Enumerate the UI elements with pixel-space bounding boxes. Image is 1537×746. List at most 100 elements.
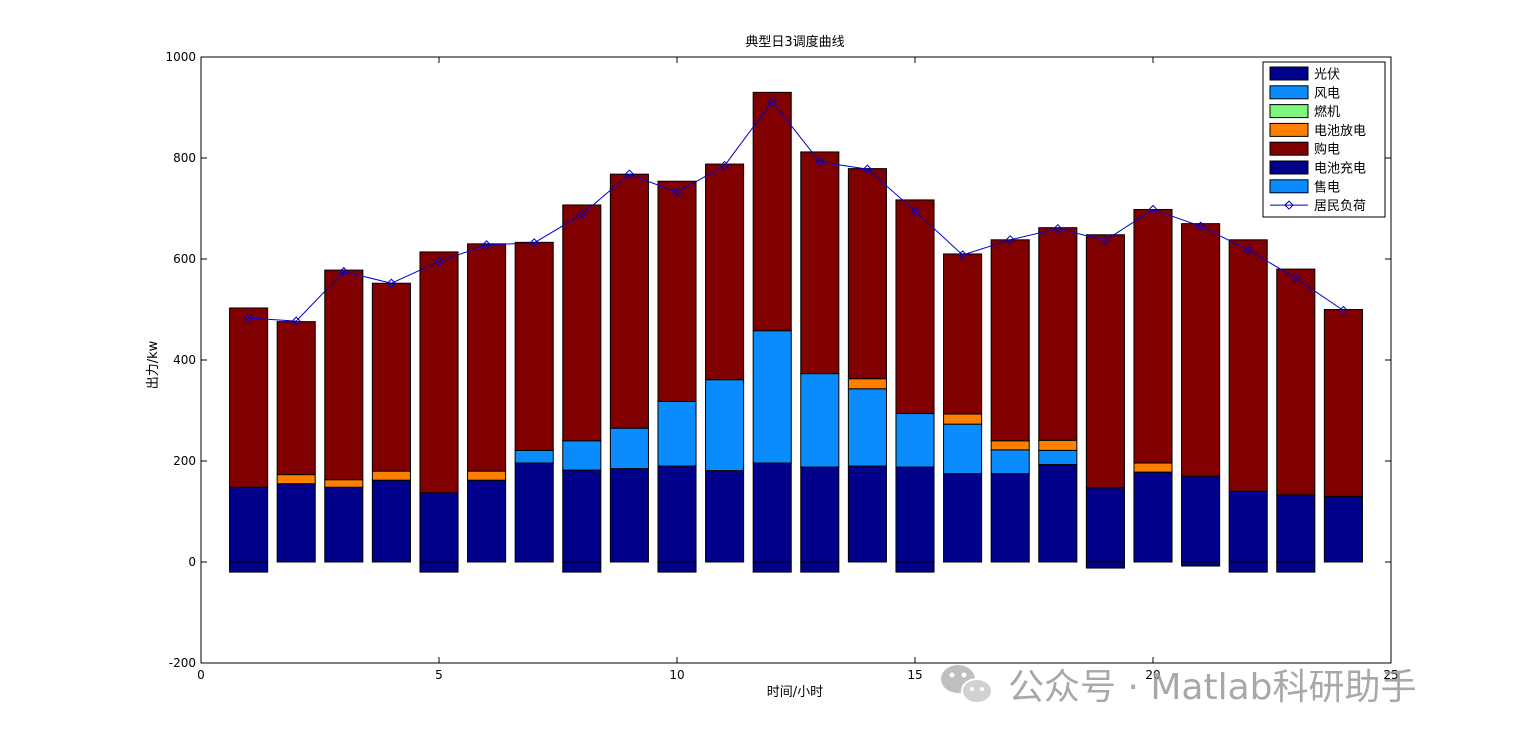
bar-segment-1-19: [1085, 487, 1125, 563]
load-point-18: [1053, 223, 1063, 234]
load-point-6: [481, 240, 492, 250]
bar-segment-4-17: [990, 440, 1030, 451]
legend-swatch-3: [1269, 104, 1309, 119]
bar-segment-2-13: [800, 373, 840, 468]
load-point-14: [862, 164, 873, 174]
x-tick-label-25: 25: [1383, 668, 1398, 682]
x-tick-label-10: 10: [669, 668, 684, 682]
y-tick-label-400: 400: [173, 353, 196, 367]
watermark-text: 公众号 · Matlab科研助手: [1008, 667, 1416, 708]
bar-segment-5-24: [1323, 309, 1363, 497]
load-point-16: [957, 250, 968, 260]
bar-segment-6-1: [229, 561, 269, 573]
bar-segment-5-23: [1276, 268, 1316, 496]
bar-segment-5-10: [657, 180, 697, 402]
bar-segment-2-8: [562, 440, 602, 471]
bar-segment-1-3: [324, 486, 364, 563]
bar-segment-5-3: [324, 269, 364, 481]
bar-segment-1-21: [1181, 475, 1221, 563]
bar-segment-2-15: [895, 413, 935, 468]
x-tick-label-5: 5: [435, 668, 443, 682]
bar-segment-4-18: [1038, 439, 1078, 451]
bar-segment-5-2: [276, 321, 316, 476]
y-tick-label-600: 600: [173, 252, 196, 266]
bar-segment-5-6: [467, 243, 507, 472]
legend-swatch-5: [1269, 141, 1309, 156]
legend-label-5: 购电: [1314, 142, 1340, 158]
load-point-10: [672, 187, 682, 198]
bar-segment-1-16: [943, 473, 983, 563]
bar-segment-1-10: [657, 465, 697, 563]
bars-layer: [229, 91, 1363, 573]
bar-segment-5-19: [1085, 234, 1125, 489]
chart-title: 典型日3调度曲线: [745, 34, 844, 50]
load-point-19: [1100, 235, 1111, 246]
load-point-13: [815, 157, 825, 167]
bar-segment-1-12: [752, 462, 792, 563]
bar-segment-6-8: [562, 561, 602, 573]
bar-segment-2-16: [943, 423, 983, 475]
bar-segment-1-17: [990, 473, 1030, 563]
y-tick-label-1000: 1000: [165, 50, 196, 64]
bar-segment-1-20: [1133, 471, 1173, 563]
legend-swatch-2: [1269, 85, 1309, 100]
bar-segment-4-3: [324, 479, 364, 488]
y-axis-title: 出力/kw: [146, 340, 161, 389]
legend-line-marker: [1284, 200, 1294, 210]
bar-segment-4-20: [1133, 462, 1173, 473]
bar-segment-5-12: [752, 91, 792, 332]
bar-segment-1-11: [705, 470, 745, 563]
bar-segment-1-9: [609, 468, 649, 563]
load-point-5: [434, 256, 444, 267]
bar-segment-1-23: [1276, 494, 1316, 563]
legend-label-1: 光伏: [1314, 68, 1340, 83]
bar-segment-1-13: [800, 466, 840, 563]
bar-segment-2-18: [1038, 449, 1078, 466]
bar-segment-1-8: [562, 469, 602, 563]
bar-segment-6-12: [752, 561, 792, 573]
bar-segment-1-24: [1323, 495, 1363, 563]
bar-segment-4-16: [943, 413, 983, 425]
bar-segment-1-4: [371, 479, 411, 563]
bar-segment-2-10: [657, 400, 697, 467]
y-tick-label-800: 800: [173, 151, 196, 165]
load-point-7: [529, 238, 539, 248]
y-tick-label-200: 200: [173, 454, 196, 468]
bar-segment-5-4: [371, 282, 411, 472]
bar-segment-2-9: [609, 427, 649, 470]
bar-segment-6-10: [657, 561, 697, 573]
bar-segment-6-21: [1181, 561, 1221, 567]
legend-label-6: 电池充电: [1314, 161, 1366, 177]
bar-segment-6-5: [419, 561, 459, 573]
load-point-17: [1005, 235, 1015, 245]
bar-segment-1-7: [514, 462, 554, 563]
load-point-9: [624, 169, 635, 179]
load-point-8: [577, 209, 587, 220]
load-point-15: [910, 206, 920, 216]
bar-segment-6-22: [1228, 561, 1268, 573]
load-point-21: [1195, 221, 1206, 231]
legend-label-7: 售电: [1314, 179, 1340, 195]
bar-segment-4-2: [276, 474, 316, 485]
load-point-20: [1148, 204, 1158, 215]
bar-segment-5-8: [562, 204, 602, 442]
x-axis-title: 时间/小时: [767, 685, 823, 700]
bar-segment-5-11: [705, 163, 745, 381]
bar-segment-5-20: [1133, 209, 1173, 464]
load-point-24: [1338, 305, 1349, 316]
bar-segment-6-23: [1276, 561, 1316, 573]
bar-segment-1-5: [419, 492, 459, 563]
x-tick-label-0: 0: [197, 668, 205, 682]
load-line: [248, 100, 1344, 322]
bar-segment-4-4: [371, 470, 411, 481]
bar-segment-5-17: [990, 239, 1030, 442]
load-point-2: [291, 316, 301, 326]
bar-segment-1-22: [1228, 490, 1268, 563]
bar-segment-5-14: [847, 168, 887, 380]
bar-segment-4-14: [847, 378, 887, 390]
x-tick-label-20: 20: [1145, 668, 1160, 682]
bar-segment-1-1: [229, 486, 269, 563]
bar-segment-5-16: [943, 253, 983, 415]
